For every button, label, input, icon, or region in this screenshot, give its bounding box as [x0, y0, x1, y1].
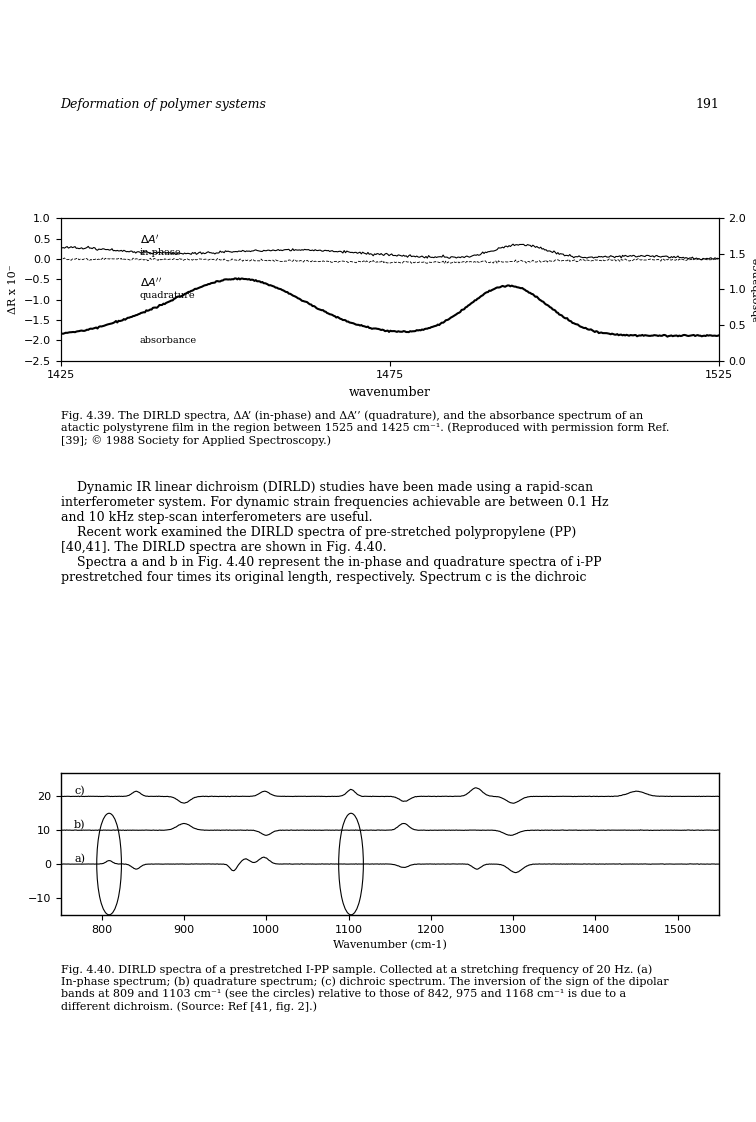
Text: $\Delta A^{\prime\prime}$: $\Delta A^{\prime\prime}$ — [139, 276, 162, 289]
Text: Fig. 4.40. DIRLD spectra of a prestretched I-PP sample. Collected at a stretchin: Fig. 4.40. DIRLD spectra of a prestretch… — [60, 965, 668, 1012]
Text: a): a) — [74, 854, 85, 864]
Text: Dynamic IR linear dichroism (DIRLD) studies have been made using a rapid-scan
in: Dynamic IR linear dichroism (DIRLD) stud… — [60, 481, 608, 585]
Text: absorbance: absorbance — [139, 337, 197, 346]
X-axis label: Wavenumber (cm-1): Wavenumber (cm-1) — [333, 940, 446, 950]
Text: c): c) — [75, 787, 85, 797]
Text: b): b) — [73, 820, 85, 830]
Text: Deformation of polymer systems: Deformation of polymer systems — [60, 99, 266, 111]
Text: in-phase: in-phase — [139, 248, 181, 257]
Text: Fig. 4.39. The DIRLD spectra, ΔA’ (in-phase) and ΔA’’ (quadrature), and the abso: Fig. 4.39. The DIRLD spectra, ΔA’ (in-ph… — [60, 411, 668, 445]
Text: $\Delta A^{\prime}$: $\Delta A^{\prime}$ — [139, 233, 160, 247]
Text: quadrature: quadrature — [139, 291, 195, 300]
X-axis label: wavenumber: wavenumber — [349, 386, 430, 398]
Y-axis label: absorbance: absorbance — [751, 257, 756, 322]
Y-axis label: ΔR x 10⁻: ΔR x 10⁻ — [8, 265, 18, 314]
Text: 191: 191 — [694, 99, 718, 111]
